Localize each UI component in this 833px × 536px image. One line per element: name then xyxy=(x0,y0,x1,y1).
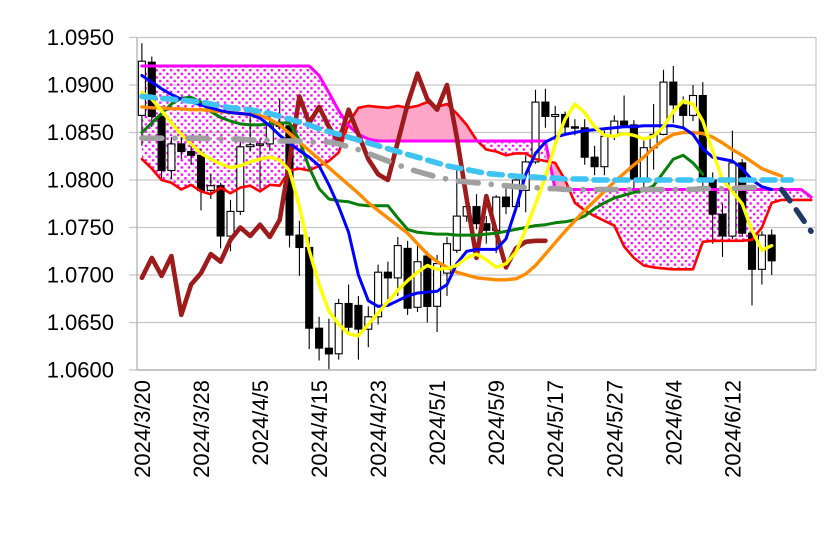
candle-body-down xyxy=(698,94,707,181)
axis-lines xyxy=(136,37,817,371)
cyan-dashed-line xyxy=(139,93,795,183)
candle-body-up xyxy=(659,81,668,135)
candle-body-down xyxy=(177,143,186,153)
x-tick-label: 2024/5/1 xyxy=(425,380,450,466)
x-tick-label: 2024/3/28 xyxy=(189,380,214,478)
candle-body-down xyxy=(718,213,727,237)
candle-body-down xyxy=(383,271,392,279)
candle-body-down xyxy=(157,115,166,172)
candle-body-down xyxy=(541,101,550,117)
candle-body-up xyxy=(206,185,215,191)
ma-yellow xyxy=(140,90,774,338)
y-axis-labels: 1.0950 1.0900 1.0850 1.0800 1.0750 1.0700 1.06… xyxy=(47,25,114,383)
candle-body-down xyxy=(580,127,589,158)
candle-body-down xyxy=(147,61,156,117)
candle-body-down xyxy=(423,255,432,307)
y-tick-label: 1.0900 xyxy=(47,73,114,98)
candle-body-up xyxy=(137,60,146,116)
cloud-solid-region xyxy=(348,102,477,141)
x-axis-labels: 2024/3/20 2024/3/28 2024/4/5 2024/4/15 2024/… xyxy=(130,380,746,478)
ma-green xyxy=(140,95,705,237)
candle-body-up xyxy=(246,144,255,148)
y-tick-label: 1.0600 xyxy=(47,358,114,383)
candle-body-up xyxy=(600,135,609,168)
candle-body-up xyxy=(236,146,245,212)
candle-body-down xyxy=(196,154,206,192)
y-tick-label: 1.0850 xyxy=(47,120,114,145)
candle-body-up xyxy=(757,234,766,270)
gray-dashed-line xyxy=(139,135,765,193)
x-tick-label: 2024/6/4 xyxy=(661,380,686,466)
candle-body-up xyxy=(413,261,422,308)
candle-body-down xyxy=(344,302,353,328)
candle-body-up xyxy=(728,162,737,237)
candle-body-up xyxy=(374,271,383,318)
y-tick-label: 1.0700 xyxy=(47,263,114,288)
candle-body-down xyxy=(570,126,579,129)
candle-body-up xyxy=(393,245,402,279)
candle-body-down xyxy=(629,124,638,180)
candle-body-up xyxy=(551,113,560,117)
x-tick-label: 2024/4/15 xyxy=(307,380,332,478)
candle-body-up xyxy=(255,143,265,146)
y-tick-label: 1.0650 xyxy=(47,310,114,335)
candle-body-up xyxy=(226,210,235,237)
y-tick-label: 1.0750 xyxy=(47,215,114,240)
candle-body-down xyxy=(324,347,333,355)
candle-body-up xyxy=(167,143,176,172)
candle-body-down xyxy=(216,185,225,237)
candle-body-down xyxy=(295,234,304,249)
x-tick-label: 2024/3/20 xyxy=(130,380,155,478)
candle-body-down xyxy=(354,304,363,330)
candle-body-down xyxy=(472,206,481,225)
candle-body-down xyxy=(669,81,678,106)
candle-body-up xyxy=(639,147,648,180)
candle-body-down xyxy=(501,196,511,208)
candle-body-up xyxy=(452,215,461,251)
candle-body-down xyxy=(187,150,196,156)
candle-body-up xyxy=(442,243,452,274)
cloud-dots-region xyxy=(565,180,812,270)
x-tick-label: 2024/6/12 xyxy=(720,380,745,478)
candle-body-down xyxy=(620,120,629,126)
candle-body-down xyxy=(708,179,717,215)
x-tick-label: 2024/4/5 xyxy=(248,380,273,466)
y-tick-label: 1.0950 xyxy=(47,25,114,50)
candle-body-down xyxy=(679,104,688,116)
x-tick-label: 2024/5/27 xyxy=(602,380,627,478)
lagging-span-darkred xyxy=(139,71,548,318)
x-tick-label: 2024/5/9 xyxy=(484,380,509,466)
x-tick-label: 2024/5/17 xyxy=(543,380,568,478)
candle-body-down xyxy=(315,327,324,349)
candle-body-down xyxy=(590,156,599,168)
x-tick-label: 2024/4/23 xyxy=(366,380,391,478)
candle-body-up xyxy=(531,101,540,163)
y-tick-label: 1.0800 xyxy=(47,168,114,193)
navy-dashed-projection xyxy=(778,186,814,235)
cloud-dots-region xyxy=(476,140,546,161)
